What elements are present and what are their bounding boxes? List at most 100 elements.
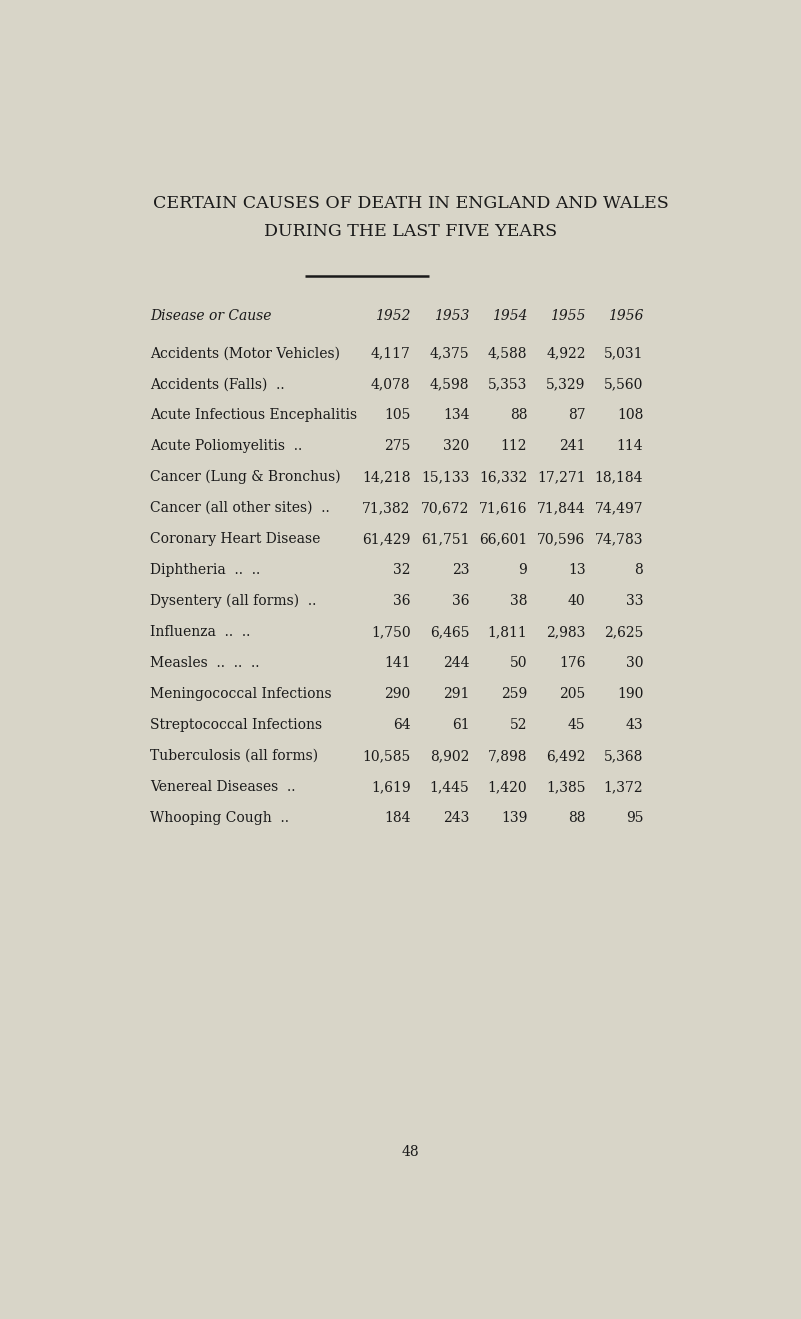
Text: 33: 33 xyxy=(626,594,643,608)
Text: 1952: 1952 xyxy=(375,309,410,323)
Text: 88: 88 xyxy=(509,409,527,422)
Text: CERTAIN CAUSES OF DEATH IN ENGLAND AND WALES: CERTAIN CAUSES OF DEATH IN ENGLAND AND W… xyxy=(153,195,668,212)
Text: 36: 36 xyxy=(452,594,469,608)
Text: 13: 13 xyxy=(568,563,586,578)
Text: 275: 275 xyxy=(384,439,410,454)
Text: 7,898: 7,898 xyxy=(488,749,527,762)
Text: 141: 141 xyxy=(384,656,410,670)
Text: Cancer (all other sites)  ..: Cancer (all other sites) .. xyxy=(150,501,329,516)
Text: 38: 38 xyxy=(509,594,527,608)
Text: 205: 205 xyxy=(559,687,586,700)
Text: 190: 190 xyxy=(617,687,643,700)
Text: 4,598: 4,598 xyxy=(430,377,469,392)
Text: 70,596: 70,596 xyxy=(537,532,586,546)
Text: 291: 291 xyxy=(443,687,469,700)
Text: 64: 64 xyxy=(392,718,410,732)
Text: Dysentery (all forms)  ..: Dysentery (all forms) .. xyxy=(150,594,316,608)
Text: 1,445: 1,445 xyxy=(429,780,469,794)
Text: 8: 8 xyxy=(634,563,643,578)
Text: Accidents (Motor Vehicles): Accidents (Motor Vehicles) xyxy=(150,347,340,360)
Text: 4,117: 4,117 xyxy=(371,347,410,360)
Text: 6,465: 6,465 xyxy=(430,625,469,640)
Text: 48: 48 xyxy=(401,1145,420,1158)
Text: 1955: 1955 xyxy=(550,309,586,323)
Text: 18,184: 18,184 xyxy=(595,470,643,484)
Text: 16,332: 16,332 xyxy=(479,470,527,484)
Text: 2,983: 2,983 xyxy=(546,625,586,640)
Text: 43: 43 xyxy=(626,718,643,732)
Text: 176: 176 xyxy=(559,656,586,670)
Text: 87: 87 xyxy=(568,409,586,422)
Text: 5,329: 5,329 xyxy=(546,377,586,392)
Text: Venereal Diseases  ..: Venereal Diseases .. xyxy=(150,780,296,794)
Text: 70,672: 70,672 xyxy=(421,501,469,516)
Text: DURING THE LAST FIVE YEARS: DURING THE LAST FIVE YEARS xyxy=(264,223,557,240)
Text: 45: 45 xyxy=(568,718,586,732)
Text: 9: 9 xyxy=(518,563,527,578)
Text: 30: 30 xyxy=(626,656,643,670)
Text: 17,271: 17,271 xyxy=(537,470,586,484)
Text: 74,497: 74,497 xyxy=(594,501,643,516)
Text: Influenza  ..  ..: Influenza .. .. xyxy=(150,625,250,640)
Text: 114: 114 xyxy=(617,439,643,454)
Text: 105: 105 xyxy=(384,409,410,422)
Text: Coronary Heart Disease: Coronary Heart Disease xyxy=(150,532,320,546)
Text: 1,811: 1,811 xyxy=(488,625,527,640)
Text: 14,218: 14,218 xyxy=(362,470,410,484)
Text: 2,625: 2,625 xyxy=(604,625,643,640)
Text: 71,844: 71,844 xyxy=(537,501,586,516)
Text: 244: 244 xyxy=(443,656,469,670)
Text: Disease or Cause: Disease or Cause xyxy=(150,309,272,323)
Text: Measles  ..  ..  ..: Measles .. .. .. xyxy=(150,656,260,670)
Text: 15,133: 15,133 xyxy=(421,470,469,484)
Text: 4,922: 4,922 xyxy=(546,347,586,360)
Text: 184: 184 xyxy=(384,811,410,824)
Text: Tuberculosis (all forms): Tuberculosis (all forms) xyxy=(150,749,318,762)
Text: 1953: 1953 xyxy=(434,309,469,323)
Text: 1954: 1954 xyxy=(492,309,527,323)
Text: Whooping Cough  ..: Whooping Cough .. xyxy=(150,811,289,824)
Text: 66,601: 66,601 xyxy=(479,532,527,546)
Text: 95: 95 xyxy=(626,811,643,824)
Text: 1,750: 1,750 xyxy=(371,625,410,640)
Text: 61,751: 61,751 xyxy=(421,532,469,546)
Text: 259: 259 xyxy=(501,687,527,700)
Text: 1,372: 1,372 xyxy=(604,780,643,794)
Text: Diphtheria  ..  ..: Diphtheria .. .. xyxy=(150,563,260,578)
Text: Streptococcal Infections: Streptococcal Infections xyxy=(150,718,322,732)
Text: 112: 112 xyxy=(501,439,527,454)
Text: 1956: 1956 xyxy=(608,309,643,323)
Text: Meningococcal Infections: Meningococcal Infections xyxy=(150,687,332,700)
Text: 139: 139 xyxy=(501,811,527,824)
Text: 40: 40 xyxy=(568,594,586,608)
Text: 1,385: 1,385 xyxy=(546,780,586,794)
Text: 241: 241 xyxy=(559,439,586,454)
Text: 4,375: 4,375 xyxy=(430,347,469,360)
Text: Acute Infectious Encephalitis: Acute Infectious Encephalitis xyxy=(150,409,357,422)
Text: 71,616: 71,616 xyxy=(479,501,527,516)
Text: 61,429: 61,429 xyxy=(362,532,410,546)
Text: Cancer (Lung & Bronchus): Cancer (Lung & Bronchus) xyxy=(150,470,340,484)
Text: Acute Poliomyelitis  ..: Acute Poliomyelitis .. xyxy=(150,439,302,454)
Text: 36: 36 xyxy=(393,594,410,608)
Text: 8,902: 8,902 xyxy=(430,749,469,762)
Text: 1,420: 1,420 xyxy=(488,780,527,794)
Text: 108: 108 xyxy=(617,409,643,422)
Text: 290: 290 xyxy=(384,687,410,700)
Text: Accidents (Falls)  ..: Accidents (Falls) .. xyxy=(150,377,284,392)
Text: 23: 23 xyxy=(452,563,469,578)
Text: 50: 50 xyxy=(509,656,527,670)
Text: 243: 243 xyxy=(443,811,469,824)
Text: 134: 134 xyxy=(443,409,469,422)
Text: 6,492: 6,492 xyxy=(546,749,586,762)
Text: 4,588: 4,588 xyxy=(488,347,527,360)
Text: 32: 32 xyxy=(393,563,410,578)
Text: 74,783: 74,783 xyxy=(595,532,643,546)
Text: 61: 61 xyxy=(452,718,469,732)
Text: 5,031: 5,031 xyxy=(604,347,643,360)
Text: 10,585: 10,585 xyxy=(362,749,410,762)
Text: 52: 52 xyxy=(509,718,527,732)
Text: 5,560: 5,560 xyxy=(604,377,643,392)
Text: 71,382: 71,382 xyxy=(362,501,410,516)
Text: 1,619: 1,619 xyxy=(371,780,410,794)
